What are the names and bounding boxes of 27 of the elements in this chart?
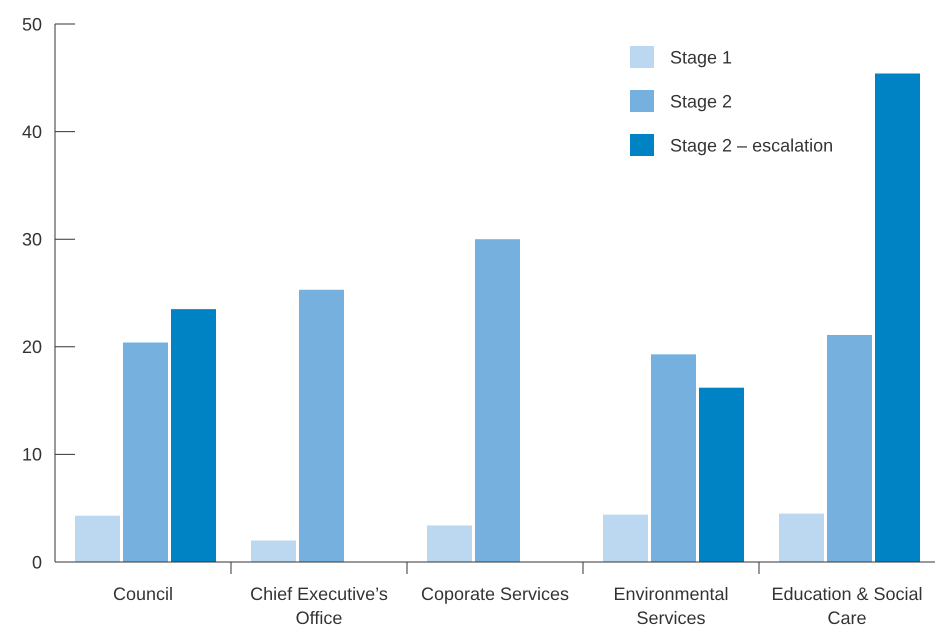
bar: [251, 540, 296, 562]
x-tick-label: Coporate Services: [420, 584, 570, 604]
y-tick-label: 30: [22, 230, 42, 250]
legend-label: Stage 2: [670, 91, 732, 112]
y-tick-label: 50: [22, 14, 42, 34]
bar: [123, 342, 168, 562]
y-tick-label: 0: [32, 552, 42, 572]
x-tick-label: Chief Executive’s Office: [250, 584, 388, 628]
legend-label: Stage 2 – escalation: [670, 135, 834, 156]
bar: [875, 73, 920, 562]
bar: [651, 354, 696, 562]
bar: [699, 388, 744, 562]
bar: [427, 525, 472, 562]
bar: [827, 334, 872, 562]
bar: [299, 290, 344, 562]
x-tick-label: Education & Social Care: [771, 584, 923, 628]
bar: [603, 514, 648, 562]
bar: [171, 309, 216, 562]
bar: [779, 514, 824, 562]
x-tick-label: Environmental Services: [613, 584, 729, 628]
y-tick-label: 10: [22, 444, 42, 465]
bar: [475, 239, 520, 562]
y-tick-label: 40: [22, 122, 42, 142]
y-tick-label: 20: [22, 337, 42, 358]
legend-label: Stage 1: [670, 47, 732, 68]
bar: [75, 516, 120, 562]
x-tick-label: Council: [112, 584, 174, 604]
